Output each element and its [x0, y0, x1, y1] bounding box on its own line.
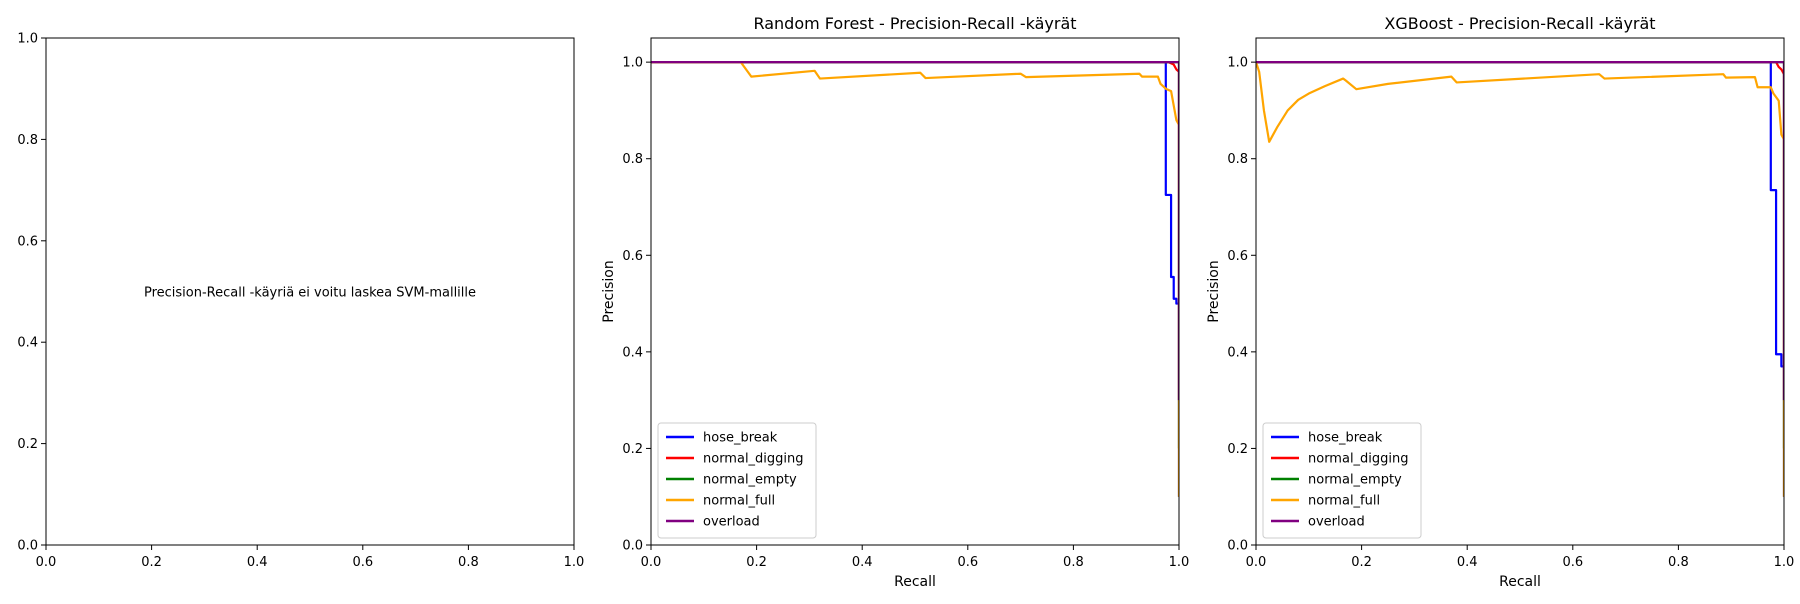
y-tick-label: 0.2	[622, 442, 643, 457]
y-tick-label: 0.6	[622, 249, 643, 264]
y-tick-label: 0.4	[622, 345, 643, 360]
x-tick-label: 0.2	[1351, 555, 1372, 570]
x-tick-label: 0.6	[957, 555, 978, 570]
x-tick-label: 0.6	[352, 555, 373, 570]
y-tick-label: 0.2	[17, 437, 38, 452]
x-tick-label: 0.0	[1246, 555, 1267, 570]
chart-title: XGBoost - Precision-Recall -käyrät	[1384, 14, 1655, 33]
x-tick-label: 0.4	[852, 555, 873, 570]
legend-label-hose_break: hose_break	[703, 431, 778, 446]
chart-panel-3: 0.0 0.2 0.4 0.6 0.8 1.0 0.0 0.2 0.4 0.6 0.8 1.0 XGBo…	[1206, 14, 1794, 590]
chart-panel-2: 0.0 0.2 0.4 0.6 0.8 1.0 0.0 0.2 0.4 0.6 0.8 1.0 Rand…	[601, 14, 1189, 590]
x-tick-label: 0.0	[641, 555, 662, 570]
legend-label-normal_full: normal_full	[703, 494, 775, 509]
y-tick-label: 0.6	[1227, 249, 1248, 264]
axes-frame	[45, 37, 575, 546]
series-group	[1256, 61, 1784, 497]
y-tick-label: 0.8	[1227, 152, 1248, 167]
series-line-normal_empty	[1256, 61, 1784, 449]
series-line-normal_full	[1256, 61, 1784, 497]
legend-box	[657, 422, 817, 539]
x-tick-label: 0.2	[141, 555, 162, 570]
x-axis-label: Recall	[894, 574, 936, 590]
series-line-normal_digging	[651, 61, 1179, 401]
series-group	[651, 61, 1179, 497]
legend-label-normal_full: normal_full	[1308, 494, 1380, 509]
x-tick-label: 0.0	[36, 555, 57, 570]
legend-box	[1262, 422, 1422, 539]
x-tick-label: 1.0	[564, 555, 585, 570]
y-tick-label: 0.4	[1227, 345, 1248, 360]
x-tick-label: 0.8	[1063, 555, 1084, 570]
y-axis-label: Precision	[601, 260, 617, 322]
legend: hose_break normal_digging normal_emptynorm…	[1262, 422, 1422, 539]
legend-label-hose_break: hose_break	[1308, 431, 1383, 446]
x-tick-label: 0.8	[1668, 555, 1689, 570]
legend: hose_break normal_digging normal_emptynorm…	[657, 422, 817, 539]
axes-frame	[1255, 37, 1785, 546]
chart-title: Random Forest - Precision-Recall -käyrät	[753, 14, 1076, 33]
y-axis-label: Precision	[1206, 260, 1222, 322]
legend-label-normal_empty: normal_empty	[703, 473, 797, 488]
legend-label-normal_empty: normal_empty	[1308, 473, 1402, 488]
y-tick-label: 1.0	[17, 32, 38, 47]
y-tick-label: 0.6	[17, 234, 38, 249]
x-axis-label: Recall	[1499, 574, 1541, 590]
x-tick-label: 1.0	[1169, 555, 1190, 570]
axes-frame	[650, 37, 1180, 546]
y-tick-label: 1.0	[622, 56, 643, 71]
y-tick-label: 0.4	[17, 336, 38, 351]
chart-panel-1: 0.0 0.2 0.4 0.6 0.8 1.0 0.0 0.2 0.4 0.6 0.8 1.0 Prec…	[17, 32, 584, 571]
no-data-message: Precision-Recall -käyriä ei voitu laskea…	[144, 286, 476, 301]
series-line-normal_empty	[651, 61, 1179, 449]
legend-label-normal_digging: normal_digging	[703, 452, 804, 467]
x-tick-label: 0.4	[1457, 555, 1478, 570]
y-tick-label: 0.8	[622, 152, 643, 167]
y-tick-label: 0.8	[17, 133, 38, 148]
y-tick-label: 0.0	[17, 539, 38, 554]
legend-label-overload: overload	[703, 515, 760, 530]
y-tick-label: 0.0	[1227, 539, 1248, 554]
y-tick-label: 1.0	[1227, 56, 1248, 71]
series-line-overload	[1256, 61, 1784, 401]
legend-label-overload: overload	[1308, 515, 1365, 530]
legend-label-normal_digging: normal_digging	[1308, 452, 1409, 467]
x-tick-label: 0.8	[458, 555, 479, 570]
x-tick-label: 0.4	[247, 555, 268, 570]
y-tick-label: 0.0	[622, 539, 643, 554]
series-line-normal_full	[651, 61, 1179, 497]
x-tick-label: 1.0	[1774, 555, 1795, 570]
series-line-overload	[651, 61, 1179, 401]
x-tick-label: 0.2	[746, 555, 767, 570]
series-line-normal_digging	[1256, 61, 1784, 401]
y-tick-label: 0.2	[1227, 442, 1248, 457]
x-tick-label: 0.6	[1562, 555, 1583, 570]
